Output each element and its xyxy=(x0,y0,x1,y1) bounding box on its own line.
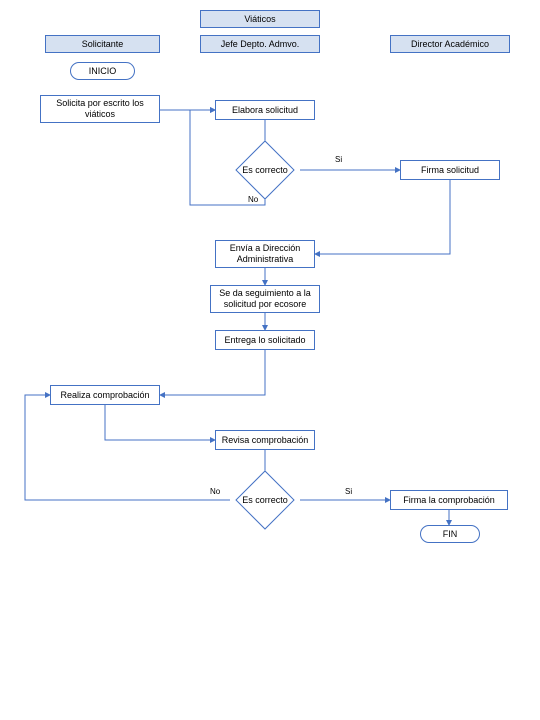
label-decision2-si: Si xyxy=(345,487,352,496)
title-header: Viáticos xyxy=(200,10,320,28)
node-seguimiento: Se da seguimiento a la solicitud por eco… xyxy=(210,285,320,313)
node-fin: FIN xyxy=(420,525,480,543)
node-realiza-label: Realiza comprobación xyxy=(60,390,149,401)
node-decision1 xyxy=(235,140,294,199)
label-decision2-no: No xyxy=(210,487,220,496)
label-decision1-si: Si xyxy=(335,155,342,164)
node-seguimiento-label: Se da seguimiento a la solicitud por eco… xyxy=(215,288,315,310)
node-revisa-label: Revisa comprobación xyxy=(222,435,309,446)
node-firma-solicitud-label: Firma solicitud xyxy=(421,165,479,176)
label-decision1-no: No xyxy=(248,195,258,204)
node-firma-solicitud: Firma solicitud xyxy=(400,160,500,180)
lane-solicitante-label: Solicitante xyxy=(82,39,124,50)
node-solicita-label: Solicita por escrito los viáticos xyxy=(45,98,155,120)
node-elabora-label: Elabora solicitud xyxy=(232,105,298,116)
node-inicio: INICIO xyxy=(70,62,135,80)
node-fin-label: FIN xyxy=(443,529,458,540)
title-text: Viáticos xyxy=(244,14,275,25)
node-firma-comprobacion-label: Firma la comprobación xyxy=(403,495,495,506)
lane-director-label: Director Académico xyxy=(411,39,489,50)
node-envia-label: Envía a Dirección Administrativa xyxy=(220,243,310,265)
node-inicio-label: INICIO xyxy=(89,66,117,77)
lane-jefe: Jefe Depto. Admvo. xyxy=(200,35,320,53)
node-solicita: Solicita por escrito los viáticos xyxy=(40,95,160,123)
node-elabora: Elabora solicitud xyxy=(215,100,315,120)
node-decision2 xyxy=(235,470,294,529)
lane-solicitante: Solicitante xyxy=(45,35,160,53)
node-revisa: Revisa comprobación xyxy=(215,430,315,450)
node-envia: Envía a Dirección Administrativa xyxy=(215,240,315,268)
lane-director: Director Académico xyxy=(390,35,510,53)
lane-jefe-label: Jefe Depto. Admvo. xyxy=(221,39,300,50)
node-realiza: Realiza comprobación xyxy=(50,385,160,405)
node-entrega-label: Entrega lo solicitado xyxy=(224,335,305,346)
node-firma-comprobacion: Firma la comprobación xyxy=(390,490,508,510)
node-entrega: Entrega lo solicitado xyxy=(215,330,315,350)
